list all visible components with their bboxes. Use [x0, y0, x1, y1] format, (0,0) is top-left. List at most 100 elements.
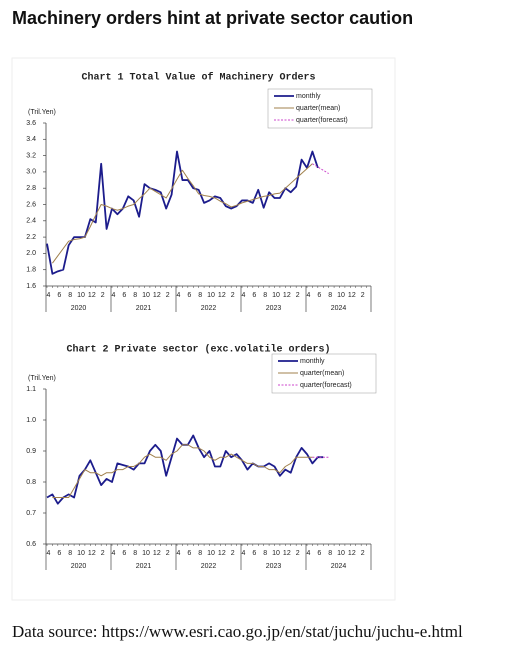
x-tick-label: 12 [348, 292, 356, 299]
x-tick-label: 10 [207, 550, 215, 557]
series-line [312, 163, 329, 174]
x-tick-label: 12 [218, 550, 226, 557]
chart-title: Chart 1 Total Value of Machinery Orders [81, 72, 315, 84]
x-tick-label: 12 [218, 292, 226, 299]
y-tick-label: 1.1 [26, 386, 36, 393]
x-tick-label: 4 [112, 292, 116, 299]
legend-label: quarter(mean) [300, 370, 344, 377]
x-tick-label: 4 [307, 292, 311, 299]
x-tick-label: 2 [166, 292, 170, 299]
y-tick-label: 0.6 [26, 541, 36, 548]
x-tick-label: 4 [47, 550, 51, 557]
y-tick-label: 3.2 [26, 152, 36, 159]
x-tick-label: 12 [88, 292, 96, 299]
y-tick-label: 2.8 [26, 185, 36, 192]
x-tick-label: 12 [348, 550, 356, 557]
x-tick-label: 2 [296, 550, 300, 557]
year-label: 2024 [331, 563, 347, 570]
x-tick-label: 8 [198, 292, 202, 299]
y-tick-label: 0.7 [26, 510, 36, 517]
x-tick-label: 2 [361, 550, 365, 557]
x-tick-label: 4 [307, 550, 311, 557]
x-tick-label: 6 [187, 550, 191, 557]
x-tick-label: 2 [231, 292, 235, 299]
x-tick-label: 6 [252, 292, 256, 299]
y-tick-label: 1.6 [26, 283, 36, 290]
x-tick-label: 6 [252, 550, 256, 557]
page-title: Machinery orders hint at private sector … [12, 8, 414, 28]
x-tick-label: 6 [57, 292, 61, 299]
year-label: 2020 [71, 305, 87, 312]
x-tick-label: 8 [263, 550, 267, 557]
year-label: 2024 [331, 305, 347, 312]
x-tick-label: 10 [142, 292, 150, 299]
x-tick-label: 2 [361, 292, 365, 299]
x-tick-label: 2 [231, 550, 235, 557]
series-line [52, 163, 313, 264]
y-tick-label: 1.8 [26, 267, 36, 274]
x-tick-label: 8 [133, 292, 137, 299]
x-tick-label: 12 [153, 550, 161, 557]
x-tick-label: 4 [177, 292, 181, 299]
y-tick-label: 0.9 [26, 448, 36, 455]
series-line [46, 150, 319, 275]
x-tick-label: 12 [153, 292, 161, 299]
x-tick-label: 2 [101, 292, 105, 299]
x-tick-label: 2 [166, 550, 170, 557]
x-tick-label: 10 [142, 550, 150, 557]
x-tick-label: 6 [122, 292, 126, 299]
x-tick-label: 10 [337, 550, 345, 557]
y-axis-label: (Tril.Yen) [28, 109, 56, 116]
x-tick-label: 6 [187, 292, 191, 299]
legend-label: quarter(forecast) [300, 382, 352, 389]
x-tick-label: 6 [317, 292, 321, 299]
x-tick-label: 6 [317, 550, 321, 557]
year-label: 2020 [71, 563, 87, 570]
x-tick-label: 2 [101, 550, 105, 557]
x-tick-label: 10 [272, 292, 280, 299]
x-tick-label: 12 [283, 550, 291, 557]
year-label: 2021 [136, 305, 152, 312]
y-tick-label: 0.8 [26, 479, 36, 486]
x-tick-label: 10 [77, 292, 85, 299]
x-tick-label: 10 [207, 292, 215, 299]
legend-label: quarter(forecast) [296, 117, 348, 124]
y-tick-label: 2.6 [26, 201, 36, 208]
x-tick-label: 6 [122, 550, 126, 557]
data-source: Data source: https://www.esri.cao.go.jp/… [12, 622, 463, 641]
year-label: 2023 [266, 305, 282, 312]
year-label: 2022 [201, 563, 217, 570]
legend-label: monthly [300, 358, 325, 365]
x-tick-label: 8 [133, 550, 137, 557]
x-tick-label: 8 [328, 292, 332, 299]
legend-label: quarter(mean) [296, 105, 340, 112]
series-line [52, 444, 313, 498]
y-axis-label: (Tril.Yen) [28, 375, 56, 382]
x-tick-label: 4 [242, 550, 246, 557]
legend-label: monthly [296, 93, 321, 100]
y-tick-label: 3.6 [26, 120, 36, 127]
x-tick-label: 8 [328, 550, 332, 557]
year-label: 2022 [201, 305, 217, 312]
x-tick-label: 2 [296, 292, 300, 299]
x-tick-label: 10 [77, 550, 85, 557]
x-tick-label: 8 [198, 550, 202, 557]
x-tick-label: 8 [263, 292, 267, 299]
y-tick-label: 3.4 [26, 136, 36, 143]
y-tick-label: 1.0 [26, 417, 36, 424]
x-tick-label: 4 [242, 292, 246, 299]
chart-frame [11, 57, 396, 601]
x-tick-label: 12 [88, 550, 96, 557]
x-tick-label: 6 [57, 550, 61, 557]
x-tick-label: 4 [47, 292, 51, 299]
year-label: 2023 [266, 563, 282, 570]
x-tick-label: 4 [112, 550, 116, 557]
year-label: 2021 [136, 563, 152, 570]
x-tick-label: 10 [272, 550, 280, 557]
x-tick-label: 8 [68, 550, 72, 557]
legend-box [271, 353, 377, 394]
x-tick-label: 12 [283, 292, 291, 299]
legend-box [267, 88, 373, 129]
x-tick-label: 10 [337, 292, 345, 299]
